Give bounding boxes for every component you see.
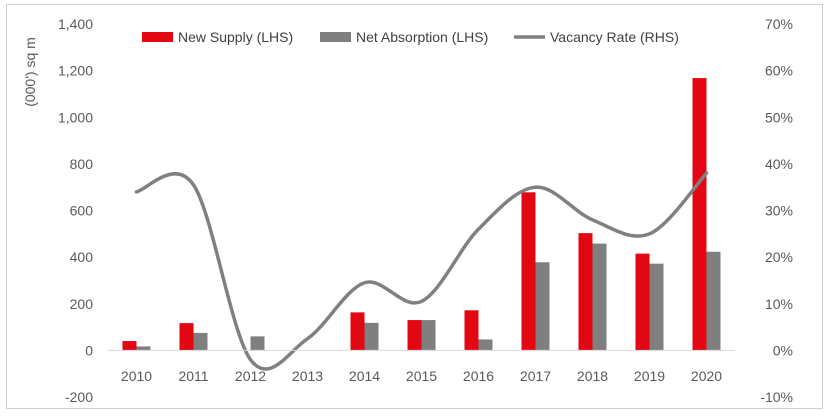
y-tick-label: 200 — [70, 296, 94, 312]
net-absorption-bar — [478, 339, 493, 351]
net-absorption-bar — [649, 263, 664, 351]
y-tick-label: 800 — [70, 156, 94, 172]
x-tick-label: 2014 — [349, 368, 380, 384]
x-tick-label: 2020 — [691, 368, 722, 384]
new-supply-bar — [122, 341, 137, 351]
x-tick-label: 2018 — [577, 368, 608, 384]
new-supply-bar — [635, 253, 650, 351]
net-absorption-bar — [136, 346, 151, 351]
vacancy-rate-line — [134, 171, 709, 371]
x-tick-label: 2010 — [121, 368, 152, 384]
net-absorption-bar — [250, 336, 265, 351]
y2-tick-label: 40% — [765, 156, 793, 172]
y-tick-label: 1,400 — [58, 16, 93, 32]
x-tick-label: 2012 — [235, 368, 266, 384]
legend: New Supply (LHS) Net Absorption (LHS) Vaca… — [142, 29, 679, 45]
x-tick-label: 2017 — [520, 368, 551, 384]
legend-new-supply-swatch — [142, 32, 173, 42]
y-tick-label: 0 — [85, 342, 93, 358]
new-supply-bar — [407, 320, 422, 351]
x-axis: 2010 2011 2012 2013 2014 2015 2016 2017 2018 2019… — [108, 349, 735, 384]
net-absorption-bar — [706, 251, 721, 351]
new-supply-bar — [464, 310, 479, 351]
legend-new-supply-label: New Supply (LHS) — [178, 29, 293, 45]
y2-tick-label: -10% — [760, 389, 793, 405]
y2-tick-label: 0% — [773, 342, 793, 358]
legend-net-absorption-label: Net Absorption (LHS) — [356, 29, 488, 45]
net-absorption-bar — [592, 243, 607, 351]
y2-tick-label: 30% — [765, 203, 793, 219]
x-tick-label: 2015 — [406, 368, 437, 384]
legend-vacancy-rate-label: Vacancy Rate (RHS) — [550, 29, 679, 45]
new-supply-bar — [692, 78, 707, 351]
x-tick-label: 2011 — [178, 368, 208, 384]
y-tick-label: 1,000 — [58, 109, 93, 125]
y2-tick-label: 70% — [765, 16, 793, 32]
net-absorption-bar — [535, 262, 550, 351]
x-tick-label: 2019 — [634, 368, 665, 384]
x-tick-label: 2013 — [292, 368, 323, 384]
new-supply-bar — [179, 323, 194, 351]
y2-tick-label: 60% — [765, 63, 793, 79]
net-absorption-bar — [421, 320, 436, 351]
y2-tick-label: 10% — [765, 296, 793, 312]
left-axis: -200 0 200 400 600 800 1,000 1,200 1,400 — [58, 16, 93, 405]
y2-tick-label: 20% — [765, 249, 793, 265]
legend-net-absorption-swatch — [320, 32, 351, 42]
new-supply-bar — [578, 233, 593, 351]
net-absorption-bar — [193, 332, 208, 351]
bars-layer — [122, 78, 721, 351]
new-supply-bar — [521, 192, 536, 351]
y2-tick-label: 50% — [765, 109, 793, 125]
y-tick-label: -200 — [65, 389, 93, 405]
y-axis-label: (000') sq m — [22, 37, 38, 107]
right-axis: -10% 0% 10% 20% 30% 40% 50% 60% 70% — [760, 16, 793, 405]
line-layer — [134, 171, 709, 371]
y-tick-label: 1,200 — [58, 63, 93, 79]
y-tick-label: 400 — [70, 249, 94, 265]
new-supply-bar — [350, 312, 365, 351]
x-tick-label: 2016 — [463, 368, 494, 384]
y-tick-label: 600 — [70, 203, 94, 219]
net-absorption-bar — [364, 322, 379, 351]
